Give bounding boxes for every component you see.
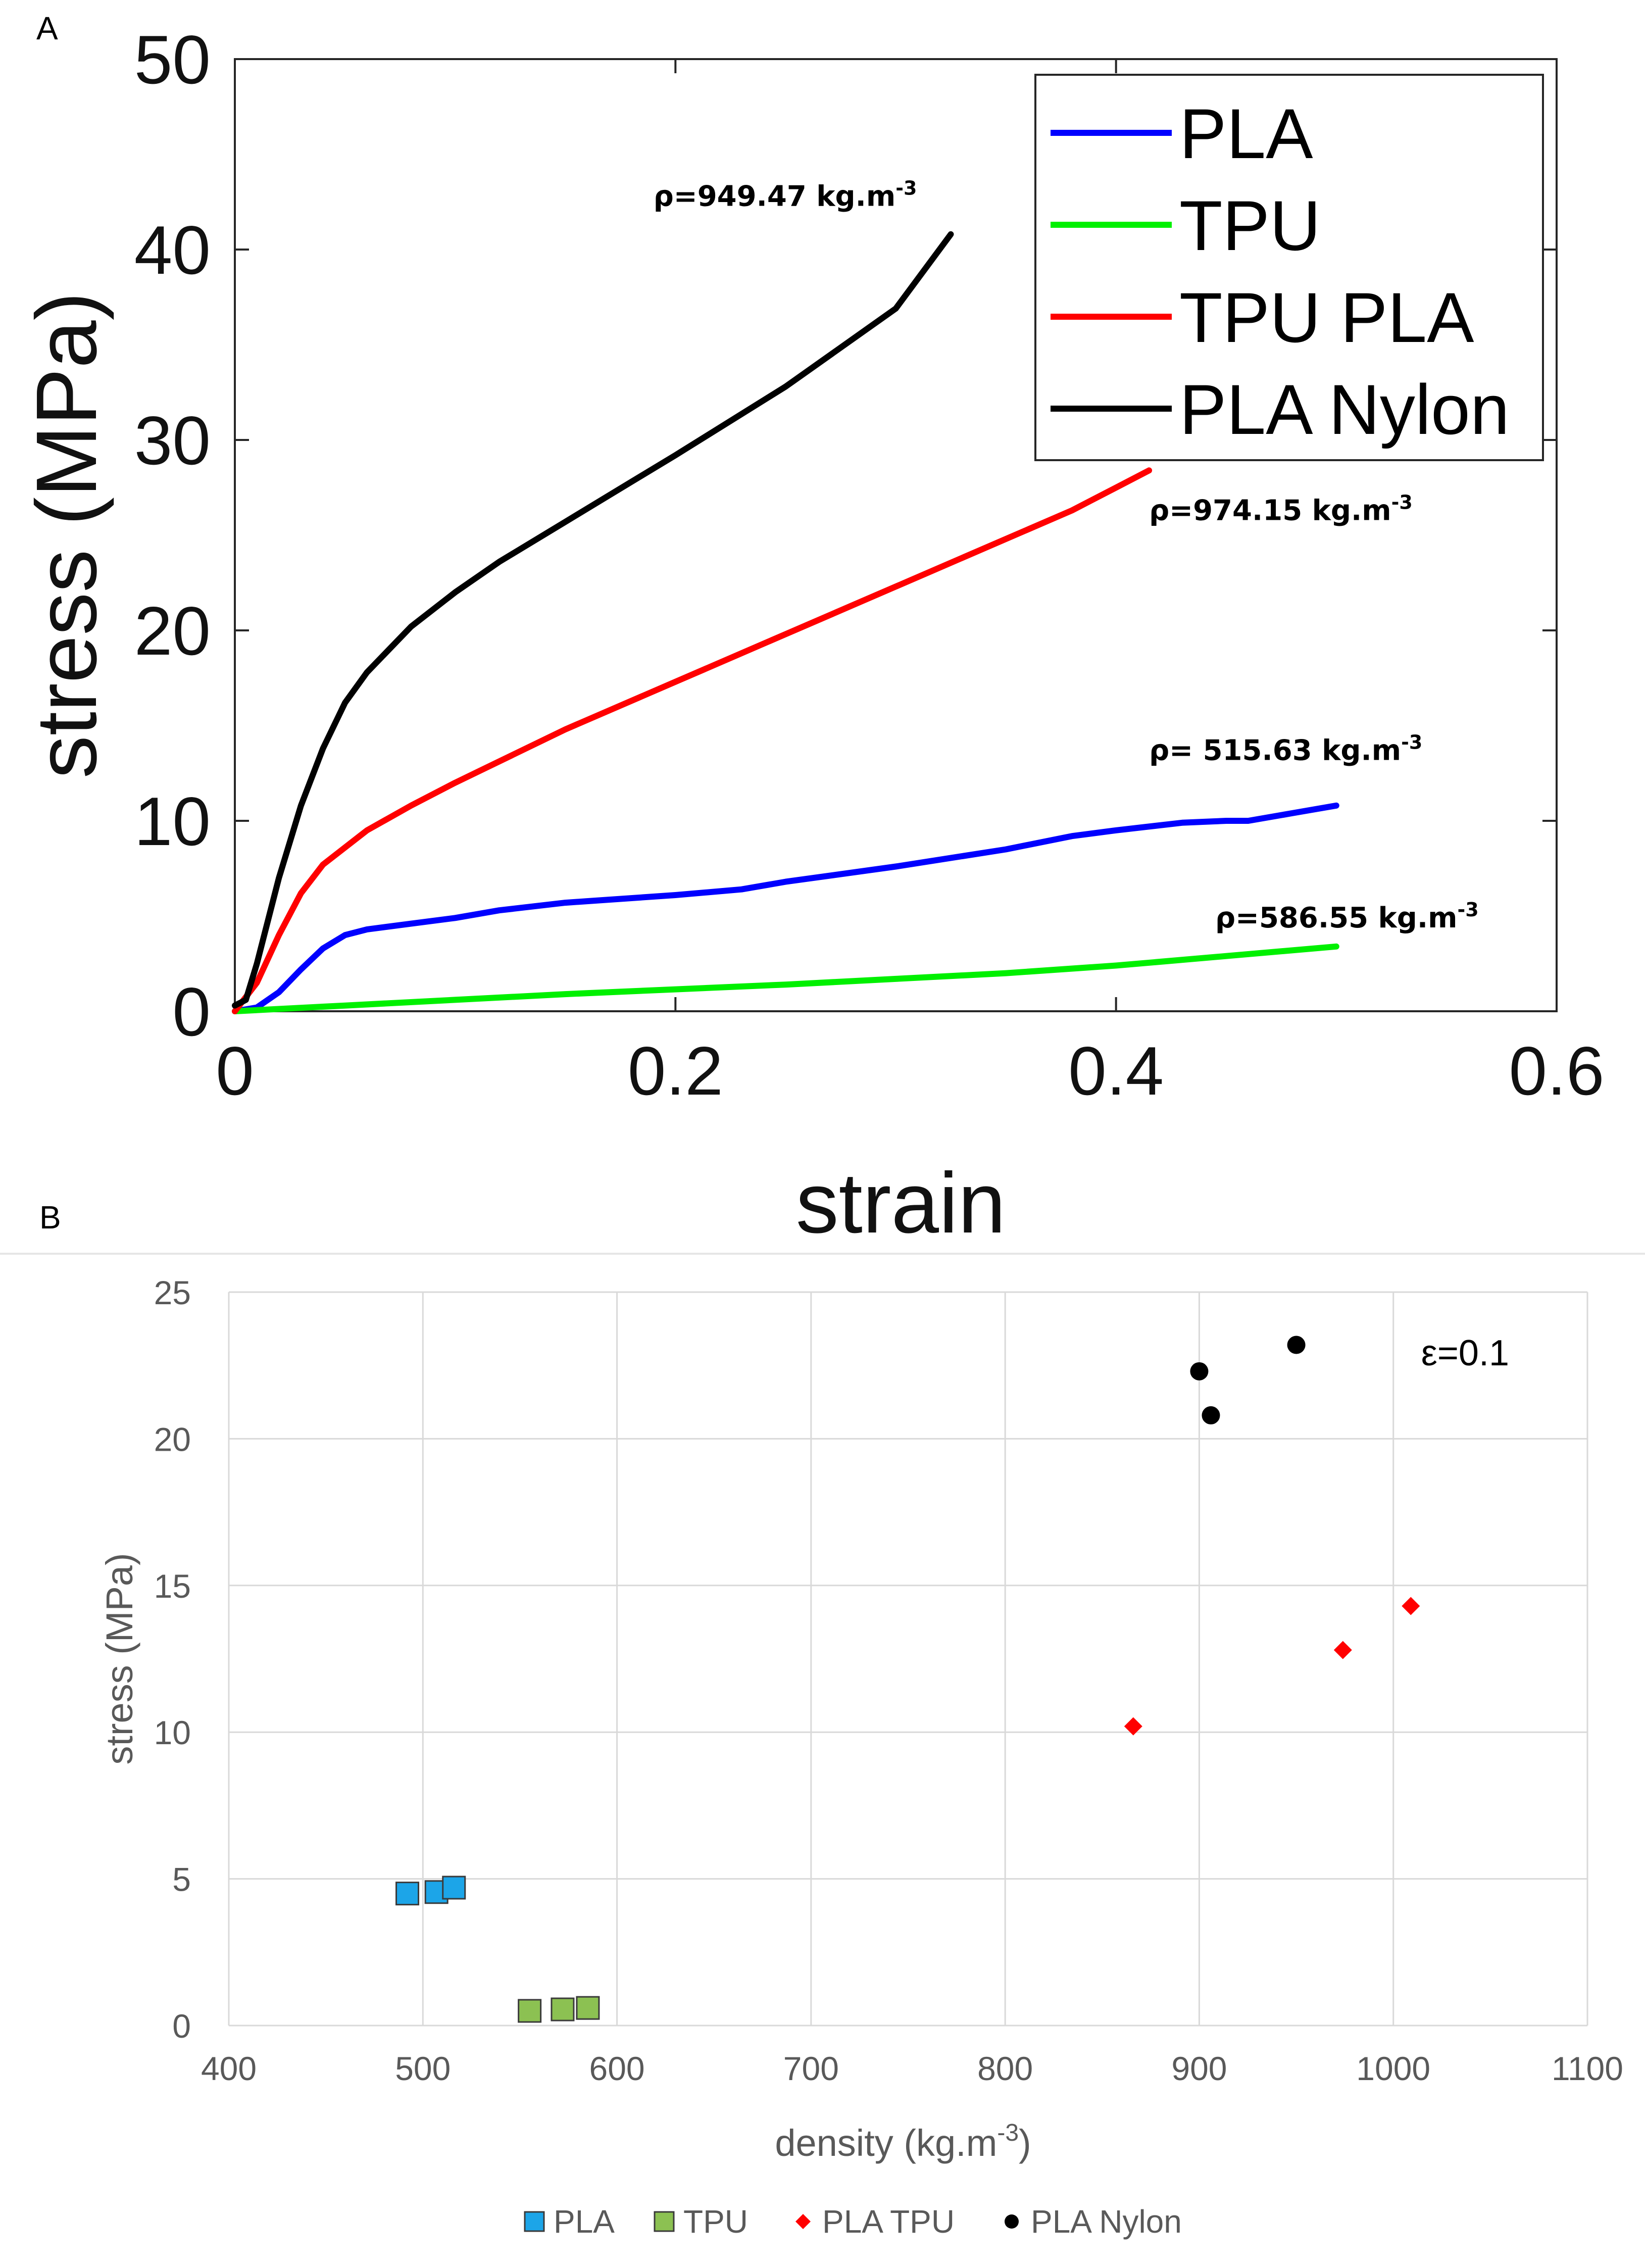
legend-marker [654,2211,675,2232]
y-tick-label: 15 [154,1567,191,1605]
x-tick-label: 800 [977,2050,1033,2087]
y-axis-label: stress (MPa) [98,1553,140,1764]
legend-label: TPU [683,2203,748,2240]
x-tick-label: 0 [216,1032,254,1109]
data-point-pla [395,1882,420,1906]
density-annotation-text: ρ= 515.63 kg.m [1149,734,1401,767]
series-line-pla [232,802,1339,1014]
legend-label: PLA Nylon [1031,2203,1182,2240]
x-tick-label: 0.4 [1068,1032,1164,1109]
density-annotation: ρ=949.47 kg.m-3 [654,177,917,213]
y-tick-label: 50 [134,21,211,98]
data-point-pla [442,1876,466,1900]
x-tick-label: 1100 [1552,2050,1623,2087]
series-line-tpu [232,943,1339,1014]
data-point-pla-tpu [1402,1597,1420,1615]
legend-marker [524,2211,545,2232]
density-annotation: ρ= 515.63 kg.m-3 [1149,731,1422,767]
y-tick-label: 20 [134,593,211,669]
data-point-tpu [576,1996,600,2020]
legend-b: PLA TPU PLA TPU PLA Nylon [524,2203,1182,2240]
density-annotation-sup: -3 [1391,491,1413,513]
data-point-pla-nylon [1287,1336,1306,1354]
density-annotation-sup: -3 [1401,731,1422,753]
y-axis-label: stress (MPa) [19,292,115,778]
x-tick-label: 0.6 [1509,1032,1604,1109]
x-tick-label: 500 [395,2050,451,2087]
stress-strain-chart: 0 0.2 0.4 0.6 0 10 20 30 40 50 strain stress (MPa) P… [19,21,1605,1251]
legend-label: TPU [1179,186,1321,265]
stress-density-chart: 400 500 600 700 800 900 1000 1100 0 5 10 15 20 25 dens… [98,1274,1623,2240]
data-point-pla-nylon [1190,1362,1209,1380]
data-point-tpu [518,1999,542,2023]
y-tick-label: 5 [172,1861,191,1898]
panel-a-label: A [36,10,58,46]
series-line-pla-nylon [232,231,954,1009]
legend-box [1034,74,1544,461]
x-tick-label: 700 [783,2050,839,2087]
x-tick-label: 900 [1171,2050,1227,2087]
density-annotation-sup: -3 [895,177,917,199]
legend-marker [1005,2214,1019,2229]
legend-label: PLA Nylon [1179,370,1510,449]
x-tick-label: 600 [589,2050,645,2087]
density-annotation: ρ=974.15 kg.m-3 [1149,491,1413,527]
y-tick-label: 0 [172,2007,191,2045]
panel-b-label: B [39,1199,61,1236]
x-axis-label-end: ) [1019,2122,1031,2164]
x-axis-label-sup: -3 [997,2119,1019,2146]
x-axis-label: strain [796,1155,1006,1251]
legend-label: PLA TPU [822,2203,955,2240]
y-tick-label: 10 [154,1714,191,1751]
legend-label: PLA [554,2203,615,2240]
y-tick-label: 30 [134,402,211,479]
y-tick-label: 10 [134,783,211,860]
x-tick-label: 1000 [1356,2050,1430,2087]
plot-frame-a [234,58,1558,1012]
data-point-tpu [551,1997,575,2022]
density-annotation-text: ρ=949.47 kg.m [654,180,896,213]
density-annotation-text: ρ=974.15 kg.m [1149,494,1391,527]
legend-marker [795,2214,811,2229]
x-axis-label-text: density (kg.m [775,2122,997,2164]
data-point-pla-tpu [1333,1641,1352,1659]
x-axis-label: density (kg.m-3) [775,2119,1031,2164]
y-tick-label: 0 [172,973,211,1050]
legend-label: TPU PLA [1179,278,1474,357]
y-tick-label: 20 [154,1420,191,1458]
legend-a: PLA TPU TPU PLA PLA Nylon [1034,74,1544,461]
data-point-pla-nylon [1202,1406,1220,1424]
density-annotation-sup: -3 [1458,899,1479,921]
y-tick-label: 25 [154,1274,191,1311]
density-annotation: ρ=586.55 kg.m-3 [1215,899,1479,934]
x-tick-label: 0.2 [628,1032,723,1109]
legend-label: PLA [1179,94,1313,173]
series-line-tpu-pla [232,467,1153,1014]
x-tick-label: 400 [201,2050,257,2087]
density-annotation-text: ρ=586.55 kg.m [1215,902,1458,934]
strain-annotation: ε=0.1 [1421,1333,1509,1373]
data-point-pla-tpu [1124,1717,1142,1736]
y-tick-label: 40 [134,212,211,288]
